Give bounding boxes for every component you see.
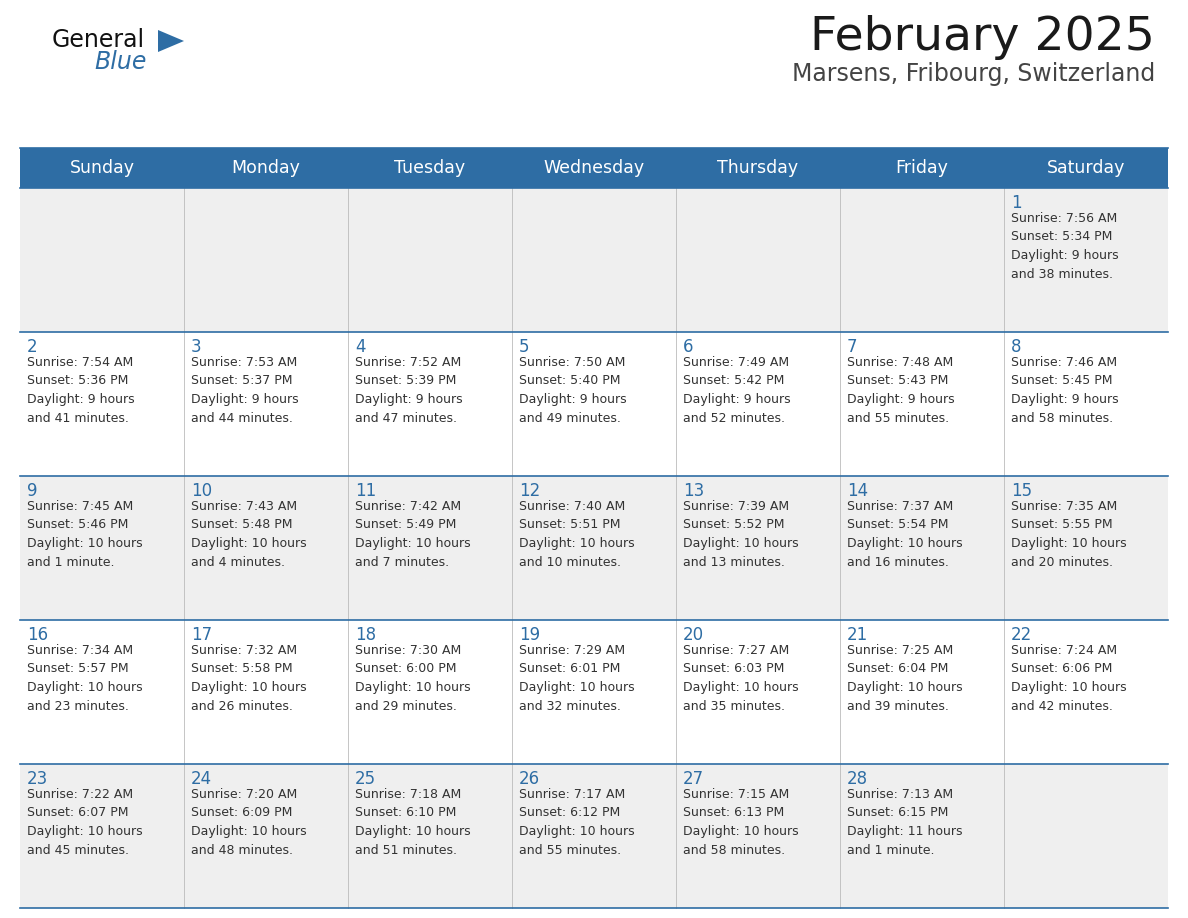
Text: Sunrise: 7:27 AM
Sunset: 6:03 PM
Daylight: 10 hours
and 35 minutes.: Sunrise: 7:27 AM Sunset: 6:03 PM Dayligh… — [683, 644, 798, 712]
Text: February 2025: February 2025 — [810, 15, 1155, 60]
Text: Blue: Blue — [94, 50, 146, 74]
Bar — [20, 620, 1168, 764]
Text: Sunrise: 7:18 AM
Sunset: 6:10 PM
Daylight: 10 hours
and 51 minutes.: Sunrise: 7:18 AM Sunset: 6:10 PM Dayligh… — [355, 788, 470, 856]
Text: 1: 1 — [1011, 194, 1022, 212]
Text: 18: 18 — [355, 626, 377, 644]
Text: Sunrise: 7:52 AM
Sunset: 5:39 PM
Daylight: 9 hours
and 47 minutes.: Sunrise: 7:52 AM Sunset: 5:39 PM Dayligh… — [355, 356, 462, 424]
Text: 4: 4 — [355, 338, 366, 356]
Text: 7: 7 — [847, 338, 858, 356]
Text: 9: 9 — [27, 482, 38, 500]
Text: Marsens, Fribourg, Switzerland: Marsens, Fribourg, Switzerland — [791, 62, 1155, 86]
Bar — [20, 476, 1168, 620]
Text: 21: 21 — [847, 626, 868, 644]
Text: Sunrise: 7:20 AM
Sunset: 6:09 PM
Daylight: 10 hours
and 48 minutes.: Sunrise: 7:20 AM Sunset: 6:09 PM Dayligh… — [191, 788, 307, 856]
Text: Sunrise: 7:34 AM
Sunset: 5:57 PM
Daylight: 10 hours
and 23 minutes.: Sunrise: 7:34 AM Sunset: 5:57 PM Dayligh… — [27, 644, 143, 712]
Text: 13: 13 — [683, 482, 704, 500]
Text: Sunrise: 7:22 AM
Sunset: 6:07 PM
Daylight: 10 hours
and 45 minutes.: Sunrise: 7:22 AM Sunset: 6:07 PM Dayligh… — [27, 788, 143, 856]
Text: Sunrise: 7:53 AM
Sunset: 5:37 PM
Daylight: 9 hours
and 44 minutes.: Sunrise: 7:53 AM Sunset: 5:37 PM Dayligh… — [191, 356, 298, 424]
Text: 2: 2 — [27, 338, 38, 356]
Text: Wednesday: Wednesday — [543, 159, 645, 177]
Text: Sunrise: 7:24 AM
Sunset: 6:06 PM
Daylight: 10 hours
and 42 minutes.: Sunrise: 7:24 AM Sunset: 6:06 PM Dayligh… — [1011, 644, 1126, 712]
Text: Sunrise: 7:30 AM
Sunset: 6:00 PM
Daylight: 10 hours
and 29 minutes.: Sunrise: 7:30 AM Sunset: 6:00 PM Dayligh… — [355, 644, 470, 712]
Text: Sunrise: 7:32 AM
Sunset: 5:58 PM
Daylight: 10 hours
and 26 minutes.: Sunrise: 7:32 AM Sunset: 5:58 PM Dayligh… — [191, 644, 307, 712]
Text: 11: 11 — [355, 482, 377, 500]
Text: 10: 10 — [191, 482, 213, 500]
Text: 26: 26 — [519, 770, 541, 788]
Text: Tuesday: Tuesday — [394, 159, 466, 177]
Text: Sunrise: 7:50 AM
Sunset: 5:40 PM
Daylight: 9 hours
and 49 minutes.: Sunrise: 7:50 AM Sunset: 5:40 PM Dayligh… — [519, 356, 626, 424]
Text: Sunrise: 7:49 AM
Sunset: 5:42 PM
Daylight: 9 hours
and 52 minutes.: Sunrise: 7:49 AM Sunset: 5:42 PM Dayligh… — [683, 356, 791, 424]
Bar — [20, 148, 1168, 188]
Text: Sunrise: 7:13 AM
Sunset: 6:15 PM
Daylight: 11 hours
and 1 minute.: Sunrise: 7:13 AM Sunset: 6:15 PM Dayligh… — [847, 788, 962, 856]
Text: Sunrise: 7:29 AM
Sunset: 6:01 PM
Daylight: 10 hours
and 32 minutes.: Sunrise: 7:29 AM Sunset: 6:01 PM Dayligh… — [519, 644, 634, 712]
Text: 23: 23 — [27, 770, 49, 788]
Text: 15: 15 — [1011, 482, 1032, 500]
Text: Thursday: Thursday — [718, 159, 798, 177]
Text: Friday: Friday — [896, 159, 948, 177]
Bar — [20, 764, 1168, 908]
Text: Sunrise: 7:39 AM
Sunset: 5:52 PM
Daylight: 10 hours
and 13 minutes.: Sunrise: 7:39 AM Sunset: 5:52 PM Dayligh… — [683, 500, 798, 568]
Text: Sunrise: 7:45 AM
Sunset: 5:46 PM
Daylight: 10 hours
and 1 minute.: Sunrise: 7:45 AM Sunset: 5:46 PM Dayligh… — [27, 500, 143, 568]
Text: Sunrise: 7:43 AM
Sunset: 5:48 PM
Daylight: 10 hours
and 4 minutes.: Sunrise: 7:43 AM Sunset: 5:48 PM Dayligh… — [191, 500, 307, 568]
Polygon shape — [158, 30, 184, 52]
Text: 16: 16 — [27, 626, 49, 644]
Text: Sunrise: 7:46 AM
Sunset: 5:45 PM
Daylight: 9 hours
and 58 minutes.: Sunrise: 7:46 AM Sunset: 5:45 PM Dayligh… — [1011, 356, 1119, 424]
Text: Sunrise: 7:40 AM
Sunset: 5:51 PM
Daylight: 10 hours
and 10 minutes.: Sunrise: 7:40 AM Sunset: 5:51 PM Dayligh… — [519, 500, 634, 568]
Text: Sunrise: 7:35 AM
Sunset: 5:55 PM
Daylight: 10 hours
and 20 minutes.: Sunrise: 7:35 AM Sunset: 5:55 PM Dayligh… — [1011, 500, 1126, 568]
Text: 12: 12 — [519, 482, 541, 500]
Text: Sunrise: 7:37 AM
Sunset: 5:54 PM
Daylight: 10 hours
and 16 minutes.: Sunrise: 7:37 AM Sunset: 5:54 PM Dayligh… — [847, 500, 962, 568]
Text: 28: 28 — [847, 770, 868, 788]
Text: Saturday: Saturday — [1047, 159, 1125, 177]
Text: 25: 25 — [355, 770, 377, 788]
Text: Sunrise: 7:42 AM
Sunset: 5:49 PM
Daylight: 10 hours
and 7 minutes.: Sunrise: 7:42 AM Sunset: 5:49 PM Dayligh… — [355, 500, 470, 568]
Text: Sunrise: 7:48 AM
Sunset: 5:43 PM
Daylight: 9 hours
and 55 minutes.: Sunrise: 7:48 AM Sunset: 5:43 PM Dayligh… — [847, 356, 955, 424]
Text: Monday: Monday — [232, 159, 301, 177]
Text: Sunrise: 7:56 AM
Sunset: 5:34 PM
Daylight: 9 hours
and 38 minutes.: Sunrise: 7:56 AM Sunset: 5:34 PM Dayligh… — [1011, 212, 1119, 281]
Text: Sunday: Sunday — [70, 159, 134, 177]
Text: 27: 27 — [683, 770, 704, 788]
Bar — [20, 332, 1168, 476]
Text: Sunrise: 7:54 AM
Sunset: 5:36 PM
Daylight: 9 hours
and 41 minutes.: Sunrise: 7:54 AM Sunset: 5:36 PM Dayligh… — [27, 356, 134, 424]
Text: 17: 17 — [191, 626, 213, 644]
Text: 22: 22 — [1011, 626, 1032, 644]
Text: General: General — [52, 28, 145, 52]
Text: 6: 6 — [683, 338, 694, 356]
Bar — [20, 188, 1168, 332]
Text: 20: 20 — [683, 626, 704, 644]
Text: 3: 3 — [191, 338, 202, 356]
Text: 24: 24 — [191, 770, 213, 788]
Text: 5: 5 — [519, 338, 530, 356]
Text: Sunrise: 7:17 AM
Sunset: 6:12 PM
Daylight: 10 hours
and 55 minutes.: Sunrise: 7:17 AM Sunset: 6:12 PM Dayligh… — [519, 788, 634, 856]
Text: Sunrise: 7:15 AM
Sunset: 6:13 PM
Daylight: 10 hours
and 58 minutes.: Sunrise: 7:15 AM Sunset: 6:13 PM Dayligh… — [683, 788, 798, 856]
Text: Sunrise: 7:25 AM
Sunset: 6:04 PM
Daylight: 10 hours
and 39 minutes.: Sunrise: 7:25 AM Sunset: 6:04 PM Dayligh… — [847, 644, 962, 712]
Text: 14: 14 — [847, 482, 868, 500]
Text: 19: 19 — [519, 626, 541, 644]
Text: 8: 8 — [1011, 338, 1022, 356]
